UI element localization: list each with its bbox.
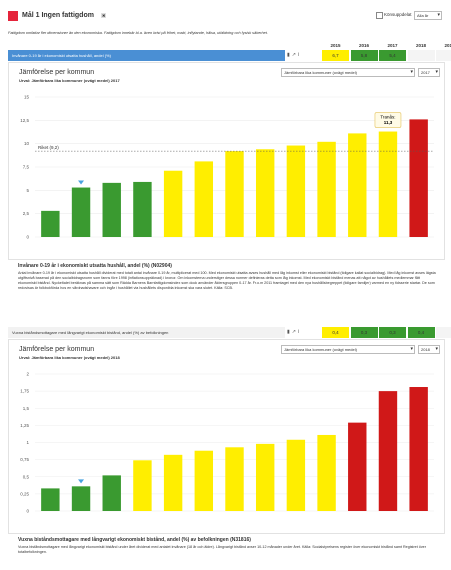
- row-icons[interactable]: ▮↗i: [287, 52, 302, 58]
- chart-panel: Jämförelse per kommun Urval: Jämförbara …: [8, 62, 445, 260]
- value-cell: 5,4: [379, 50, 406, 61]
- row-icons[interactable]: ▮↗i: [287, 329, 302, 335]
- value-cell: 0,4: [407, 327, 435, 338]
- value-cell: 5,8: [350, 50, 378, 61]
- bar: [255, 443, 275, 511]
- indicator-name[interactable]: Invånare 0-19 år i ekonomiskt utsatta hu…: [8, 50, 285, 61]
- bar: [41, 210, 60, 237]
- y-tick-label: 0,5: [23, 474, 30, 479]
- value-cell: [436, 50, 451, 61]
- tooltip-box: [374, 112, 402, 128]
- y-tick-label: 1: [26, 440, 29, 445]
- indicator-description: Antal invånare 0-19 år i ekonomiskt utsa…: [18, 271, 436, 290]
- bar: [71, 486, 91, 511]
- checkbox[interactable]: [376, 12, 383, 19]
- bar: [163, 170, 183, 237]
- bar: [348, 133, 367, 237]
- chart-subtitle: Urval: Jämförbara lika kommuner (ovägt m…: [19, 78, 120, 83]
- year-dropdown[interactable]: Alla år: [414, 11, 442, 20]
- bar: [163, 454, 183, 511]
- value-cell: 0,4: [322, 327, 349, 338]
- indicator-row[interactable]: Invånare 0-19 år i ekonomiskt utsatta hu…: [8, 50, 451, 61]
- bar: [133, 460, 152, 511]
- bar: [317, 141, 336, 237]
- bar: [102, 475, 121, 511]
- year-label: 2019: [444, 43, 451, 48]
- bar: [317, 434, 336, 511]
- tooltip-name: Tranås:: [380, 114, 395, 120]
- bar: [133, 181, 152, 237]
- bar: [71, 187, 91, 237]
- chart-title: Jämförelse per kommun: [19, 69, 95, 76]
- page-title: Mål 1 Ingen fattigdom: [22, 12, 94, 19]
- year-label: 2018: [415, 43, 426, 48]
- year-label: 2017: [387, 43, 398, 48]
- y-tick-label: 7,5: [23, 165, 30, 170]
- value-cell: [436, 327, 451, 338]
- y-tick-label: 2,5: [23, 211, 30, 216]
- bar: [225, 447, 244, 511]
- chart-subtitle: Urval: Jämförbara lika kommuner (ovägt m…: [19, 355, 120, 360]
- page-subtitle: Fattigdom omfattar fler dimensioner än d…: [8, 31, 268, 35]
- value-cell: 0,3: [350, 327, 378, 338]
- bar: [194, 450, 214, 511]
- checkbox-label: Könsuppdelat: [384, 12, 412, 17]
- chart-title: Jämförelse per kommun: [19, 346, 95, 353]
- indicator-row[interactable]: Vuxna biståndsmottagare med långvarigt e…: [8, 327, 451, 338]
- bar: [255, 149, 275, 237]
- bar: [286, 439, 306, 511]
- indicator-description: Vuxna biståndsmottagare med långvarigt e…: [18, 545, 426, 554]
- bar: [194, 161, 214, 237]
- y-tick-label: 0: [26, 509, 29, 514]
- year-label: 2015: [330, 43, 341, 48]
- y-tick-label: 15: [24, 95, 30, 100]
- own-municipality-marker: [78, 180, 85, 185]
- bar: [348, 422, 367, 511]
- tooltip-value: 11,3: [384, 120, 393, 125]
- bar: [102, 182, 121, 237]
- y-tick-label: 2: [26, 372, 29, 377]
- year-select[interactable]: 2018: [418, 345, 440, 354]
- y-tick-label: 5: [26, 188, 29, 193]
- y-tick-label: 0,75: [20, 457, 29, 462]
- selection-dropdown[interactable]: Jämförbara lika kommuner (ovägt medel): [281, 345, 415, 354]
- bar: [41, 488, 60, 511]
- own-municipality-marker: [78, 479, 85, 484]
- y-tick-label: 1,25: [20, 423, 29, 428]
- badge[interactable]: ✖: [101, 13, 107, 18]
- chart-panel: Jämförelse per kommun Urval: Jämförbara …: [8, 339, 445, 534]
- y-tick-label: 10: [24, 141, 30, 146]
- y-tick-label: 0: [26, 235, 29, 240]
- value-cell: 0,3: [379, 327, 406, 338]
- chart: 0 2,5 5 7,5 10 12,5 15 Riket (9,2) Tranås:11,3: [20, 95, 434, 240]
- selection-dropdown[interactable]: Jämförbara lika kommuner (ovägt medel): [281, 68, 415, 77]
- indicator-heading: Vuxna biståndsmottagare med långvarigt e…: [18, 537, 251, 543]
- reference-label: Riket (9,2): [38, 145, 59, 150]
- bar: [286, 145, 306, 237]
- bar: [409, 119, 428, 237]
- bar: [225, 151, 244, 237]
- bar: [378, 391, 398, 511]
- year-select[interactable]: 2017: [418, 68, 440, 77]
- y-tick-label: 1,75: [20, 389, 29, 394]
- bar: [378, 131, 398, 237]
- y-tick-label: 1,5: [23, 406, 30, 411]
- year-label: 2016: [358, 43, 369, 48]
- y-tick-label: 0,25: [20, 491, 29, 496]
- value-cell: 6,7: [322, 50, 349, 61]
- indicator-name[interactable]: Vuxna biståndsmottagare med långvarigt e…: [8, 327, 285, 338]
- indicator-heading: Invånare 0-19 år i ekonomiskt utsatta hu…: [18, 263, 172, 269]
- chart: 0 0,25 0,5 0,75 1 1,25 1,5 1,75 2: [20, 372, 434, 514]
- y-tick-label: 12,5: [20, 118, 29, 123]
- goal-icon: [8, 11, 18, 21]
- value-cell: [407, 50, 435, 61]
- bar: [409, 387, 428, 511]
